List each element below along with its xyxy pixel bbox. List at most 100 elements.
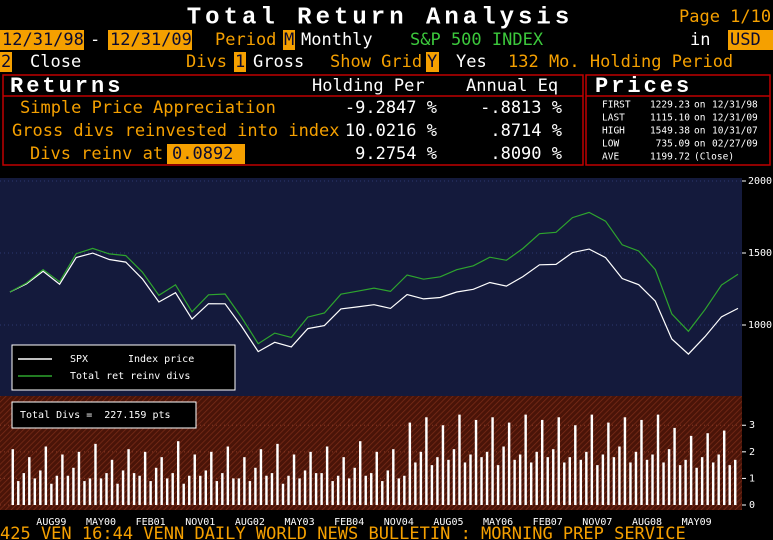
- x-tick-label: AUG02: [235, 517, 265, 528]
- bar: [193, 454, 196, 505]
- x-tick-label: FEB01: [136, 517, 166, 528]
- x-tick-label: FEB07: [533, 517, 563, 528]
- cell: 9.2754 %: [355, 144, 437, 164]
- bar: [662, 462, 665, 505]
- series-line: [9, 248, 739, 355]
- bar: [722, 430, 726, 505]
- bar: [270, 473, 274, 505]
- price-label: LOW: [602, 139, 619, 150]
- price-value: 735.09: [656, 139, 691, 150]
- y-tick-label: 1000: [748, 320, 772, 331]
- price-value: 1115.10: [650, 113, 690, 124]
- bar: [585, 451, 588, 505]
- bar: [143, 451, 147, 505]
- bar: [414, 462, 417, 505]
- y-tick-label: 2: [749, 447, 755, 458]
- bar: [99, 478, 103, 505]
- divs-code[interactable]: 1: [235, 52, 245, 72]
- bar: [320, 473, 323, 505]
- period-label: Period: [215, 30, 276, 50]
- bar: [634, 451, 638, 505]
- bar: [138, 475, 141, 505]
- bar: [419, 451, 423, 505]
- legend-box: [11, 344, 236, 391]
- input-box[interactable]: [167, 144, 245, 164]
- bar: [673, 427, 676, 505]
- field-box[interactable]: [426, 52, 439, 72]
- bar: [127, 449, 130, 505]
- y-tick-label: 1: [749, 473, 755, 484]
- bar: [640, 419, 643, 505]
- field-box[interactable]: [234, 52, 246, 72]
- reinvest-rate[interactable]: 0.0892: [172, 144, 233, 164]
- annotation-box: [11, 401, 197, 429]
- currency[interactable]: USD: [730, 30, 761, 50]
- field-box[interactable]: [108, 30, 192, 50]
- row-label: Divs reinv at: [30, 144, 163, 164]
- start-date[interactable]: 12/31/98: [2, 30, 84, 50]
- bar: [557, 417, 560, 505]
- bar: [684, 459, 687, 505]
- period-code[interactable]: M: [284, 30, 294, 50]
- legend-label: SPX: [70, 354, 88, 365]
- field-box[interactable]: [0, 30, 84, 50]
- bar: [381, 481, 384, 505]
- bar: [276, 443, 279, 505]
- bar: [717, 454, 720, 505]
- field-box[interactable]: [0, 52, 12, 72]
- grid-value: Yes: [456, 52, 487, 72]
- bar: [529, 462, 533, 505]
- bar: [524, 414, 527, 505]
- bar: [425, 417, 428, 505]
- page-number[interactable]: Page 1/10: [679, 7, 771, 27]
- bar: [364, 475, 367, 505]
- bar: [458, 414, 461, 505]
- bar: [121, 470, 125, 505]
- x-tick-label: MAY06: [483, 517, 513, 528]
- bar: [700, 457, 704, 505]
- bar: [711, 462, 715, 505]
- bar: [618, 446, 621, 505]
- bar: [199, 475, 202, 505]
- x-tick-label: MAY09: [682, 517, 712, 528]
- y-tick-label: 1500: [748, 248, 772, 259]
- bar: [535, 451, 538, 505]
- bar: [734, 459, 737, 505]
- bar: [259, 449, 263, 505]
- news-ticker[interactable]: 425 VEN 16:44 VENN DAILY WORLD NEWS BULL…: [0, 524, 686, 540]
- x-tick-label: AUG08: [632, 517, 662, 528]
- price-type: Close: [30, 52, 81, 72]
- price-code[interactable]: 2: [1, 52, 11, 72]
- bar: [375, 451, 378, 505]
- cell: -.8813 %: [480, 98, 562, 118]
- bar: [287, 475, 290, 505]
- bar: [265, 475, 268, 505]
- bar: [176, 441, 180, 505]
- bar: [408, 422, 412, 505]
- bar: [221, 473, 224, 505]
- price-label: LAST: [602, 113, 625, 124]
- field-box[interactable]: [283, 30, 295, 50]
- bar: [540, 419, 544, 505]
- grid-code[interactable]: Y: [427, 52, 437, 72]
- bar: [695, 467, 698, 505]
- bar: [248, 481, 252, 505]
- x-tick-label: NOV07: [582, 517, 612, 528]
- bar: [325, 446, 329, 505]
- bar: [430, 465, 434, 505]
- bar: [689, 435, 693, 505]
- price-note: on: [694, 139, 705, 150]
- bar: [441, 425, 445, 505]
- bar: [452, 449, 456, 505]
- bar: [436, 457, 439, 505]
- end-date[interactable]: 12/31/09: [110, 30, 192, 50]
- bar: [485, 451, 489, 505]
- bar: [706, 433, 709, 505]
- field-box[interactable]: [728, 30, 773, 50]
- bar: [596, 465, 599, 505]
- x-tick-label: AUG05: [433, 517, 463, 528]
- bar: [502, 446, 505, 505]
- price-note: (Close): [694, 152, 734, 163]
- bar: [607, 422, 610, 505]
